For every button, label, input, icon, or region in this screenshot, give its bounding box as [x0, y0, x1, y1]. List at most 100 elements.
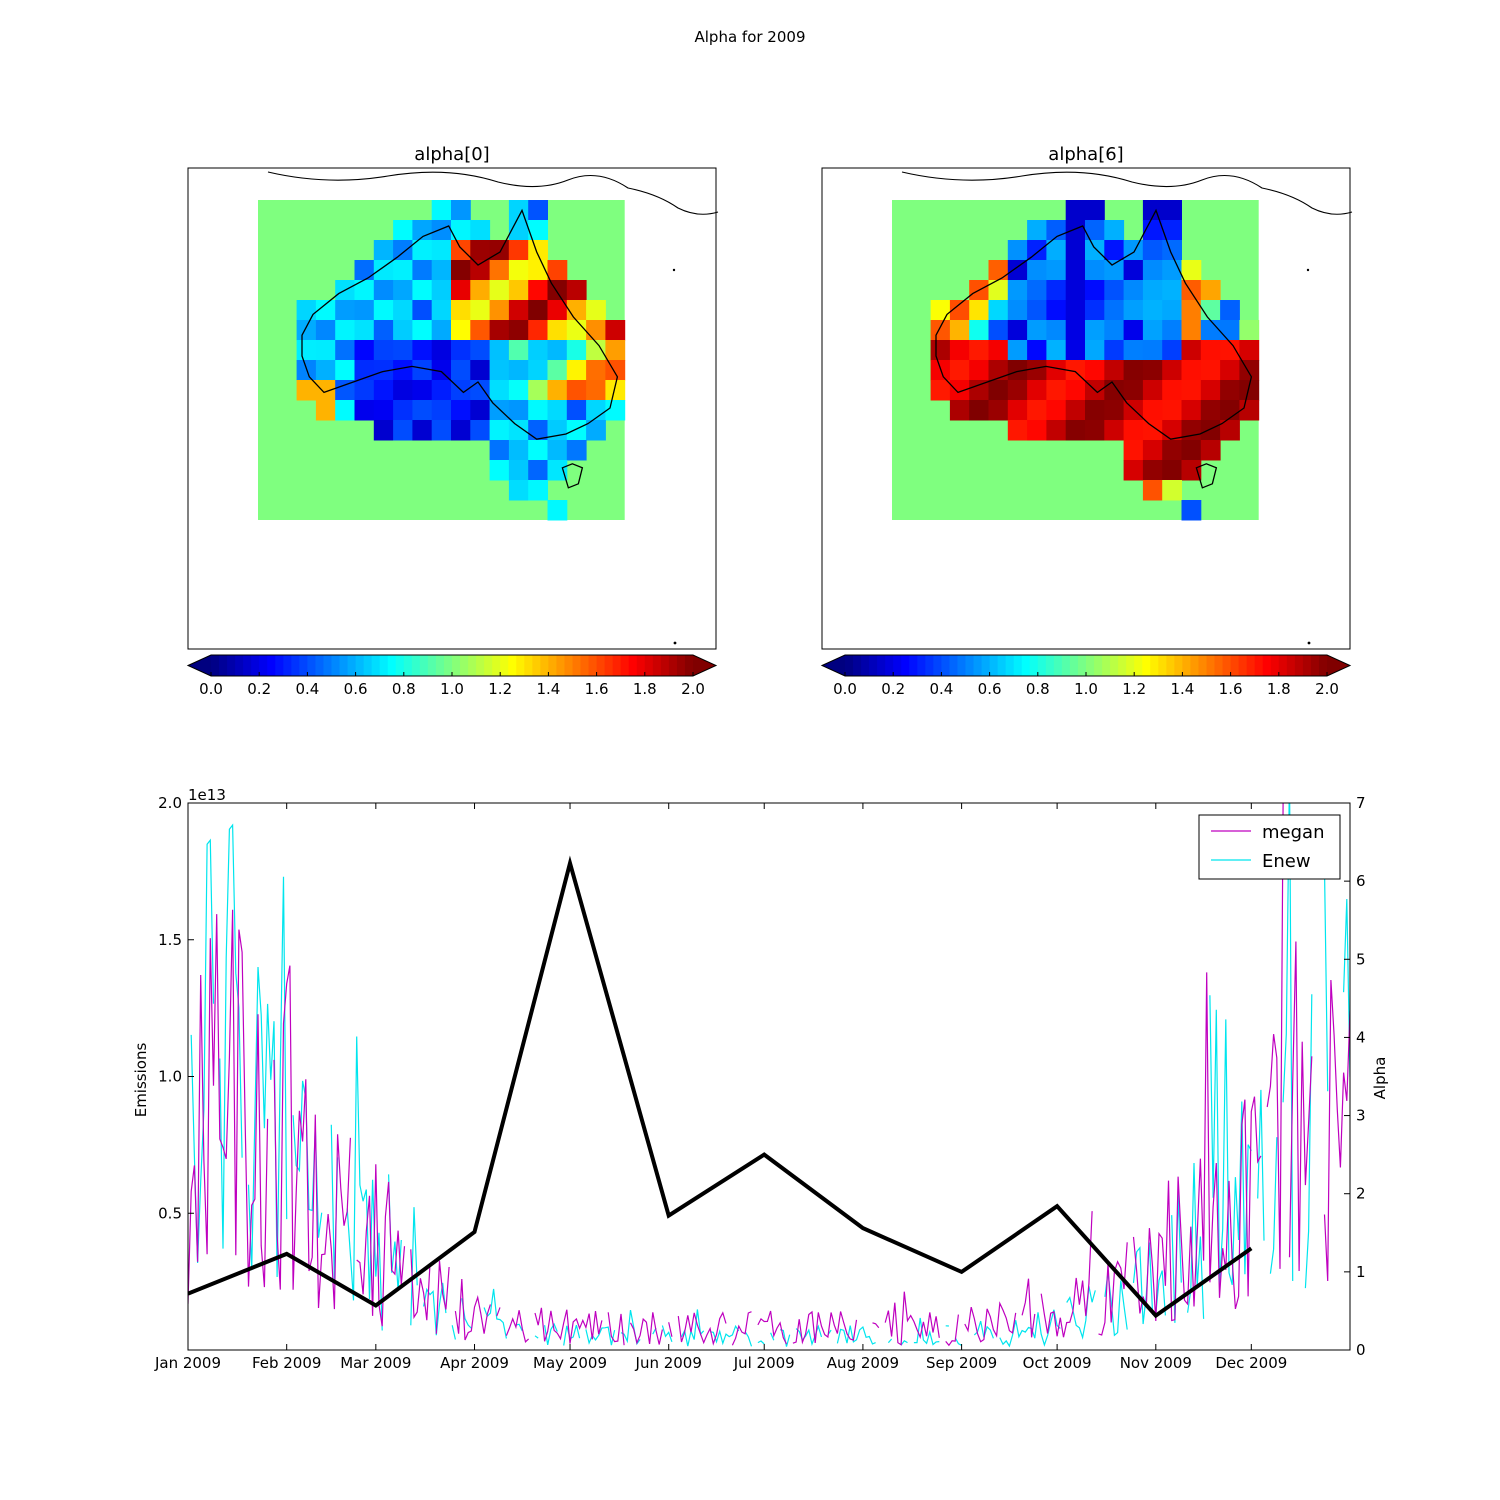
- timeseries-panel: Jan 2009 Feb 2009 Mar 2009 Apr 2009 May 2009…: [132, 786, 1389, 1372]
- heatmap-cell: [1104, 300, 1125, 321]
- heatmap-cell: [1065, 300, 1086, 321]
- heatmap-cell: [373, 420, 394, 441]
- heatmap-cell: [930, 380, 951, 401]
- heatmap-cell: [969, 320, 989, 341]
- colorbar-segment: [949, 655, 959, 676]
- colorbar-segment: [1190, 655, 1200, 676]
- colorbar-extend-min: [188, 655, 211, 676]
- heatmap-cell: [1123, 280, 1144, 301]
- x-tick-label: Sep 2009: [926, 1354, 997, 1372]
- heatmap-cell: [1027, 280, 1047, 301]
- heatmap-cell: [451, 420, 471, 441]
- heatmap-cell: [1007, 420, 1028, 441]
- heatmap-cell: [296, 300, 317, 321]
- colorbar-segment: [1021, 655, 1031, 676]
- x-tick-label: Feb 2009: [252, 1354, 322, 1372]
- heatmap-cell: [1239, 340, 1260, 361]
- heatmap-cell: [528, 440, 548, 461]
- heatmap-cell: [431, 200, 452, 221]
- heatmap-cell: [1181, 300, 1202, 321]
- heatmap-cell: [1046, 260, 1067, 281]
- colorbar-segment: [901, 655, 910, 676]
- colorbar-segment: [604, 655, 614, 676]
- colorbar-segment: [1294, 655, 1304, 676]
- colorbar-segment: [387, 655, 397, 676]
- heatmap-cell: [1162, 240, 1182, 261]
- heatmap-cell: [1239, 400, 1260, 421]
- colorbar-segment: [403, 655, 413, 676]
- colorbar-tick-label: 1.6: [1219, 680, 1243, 698]
- heatmap-cell: [412, 280, 433, 301]
- heatmap-cell: [1123, 380, 1144, 401]
- heatmap-cell: [393, 400, 413, 421]
- colorbar-segment: [628, 655, 638, 676]
- colorbar-segment: [1278, 655, 1288, 676]
- heatmap-cell: [1220, 380, 1240, 401]
- colorbar-segment: [1206, 655, 1216, 676]
- colorbar-segment: [1150, 655, 1159, 676]
- heatmap-cell: [969, 360, 989, 381]
- colorbar-extend-max: [1327, 655, 1350, 676]
- heatmap-cell: [508, 420, 529, 441]
- colorbar-segment: [259, 655, 268, 676]
- map-title-alpha0: alpha[0]: [414, 144, 489, 165]
- heatmap-cells-alpha6: [892, 200, 1260, 521]
- heatmap-cell: [431, 260, 452, 281]
- heatmap-cell: [1142, 420, 1163, 441]
- heatmap-cell: [508, 360, 529, 381]
- heatmap-cell: [930, 300, 951, 321]
- heatmap-cell: [508, 300, 529, 321]
- heatmap-cell: [489, 360, 510, 381]
- colorbar-segment: [435, 655, 445, 676]
- colorbar-segment: [981, 655, 991, 676]
- heatmap-cell: [1104, 240, 1125, 261]
- coastline-alpha6: [901, 171, 1353, 645]
- heatmap-cell: [1142, 320, 1163, 341]
- heatmap-cell: [393, 320, 413, 341]
- heatmap-cell: [605, 340, 626, 361]
- colorbar-segment: [1037, 655, 1047, 676]
- colorbar-segment: [548, 655, 558, 676]
- heatmap-cell: [508, 460, 529, 481]
- y-tick-label-right: 2: [1356, 1185, 1366, 1203]
- figure-title: Alpha for 2009: [695, 28, 806, 46]
- heatmap-cell: [1085, 240, 1105, 261]
- heatmap-cell: [1027, 320, 1047, 341]
- heatmap-cell: [1142, 380, 1163, 401]
- heatmap-cell: [1046, 360, 1067, 381]
- heatmap-cell: [1027, 380, 1047, 401]
- heatmap-cell: [528, 240, 548, 261]
- heatmap-cell: [508, 340, 529, 361]
- colorbar-segment: [973, 655, 983, 676]
- heatmap-cell: [1200, 360, 1221, 381]
- colorbar-segment: [411, 655, 421, 676]
- heatmap-cell: [354, 340, 375, 361]
- heatmap-cell: [1065, 340, 1086, 361]
- y-tick-label-right: 1: [1356, 1263, 1366, 1281]
- heatmap-cell: [489, 460, 510, 481]
- coastline-australia: [301, 208, 619, 440]
- heatmap-cell: [528, 380, 548, 401]
- heatmap-cell: [489, 240, 510, 261]
- heatmap-cell: [412, 260, 433, 281]
- colorbar-segment: [1262, 655, 1272, 676]
- heatmap-cell: [1007, 360, 1028, 381]
- heatmap-cell: [547, 260, 568, 281]
- colorbar-segment: [684, 655, 694, 676]
- colorbar-segment: [379, 655, 389, 676]
- colorbar-segment: [1158, 655, 1167, 676]
- colorbar-segment: [291, 655, 300, 676]
- heatmap-cell: [566, 360, 587, 381]
- colorbar-tick-label: 1.0: [1074, 680, 1098, 698]
- heatmap-cell: [969, 300, 989, 321]
- heatmap-cell: [1085, 400, 1105, 421]
- heatmap-cell: [508, 320, 529, 341]
- heatmap-cell: [1220, 300, 1240, 321]
- heatmap-cell: [1027, 300, 1047, 321]
- heatmap-cell: [470, 300, 491, 321]
- colorbar-segment: [492, 655, 501, 676]
- heatmap-cell: [1085, 300, 1105, 321]
- y-tick-label-right: 5: [1356, 950, 1366, 968]
- colorbar-tick-label: 0.4: [295, 680, 319, 698]
- heatmap-cell: [1104, 420, 1125, 441]
